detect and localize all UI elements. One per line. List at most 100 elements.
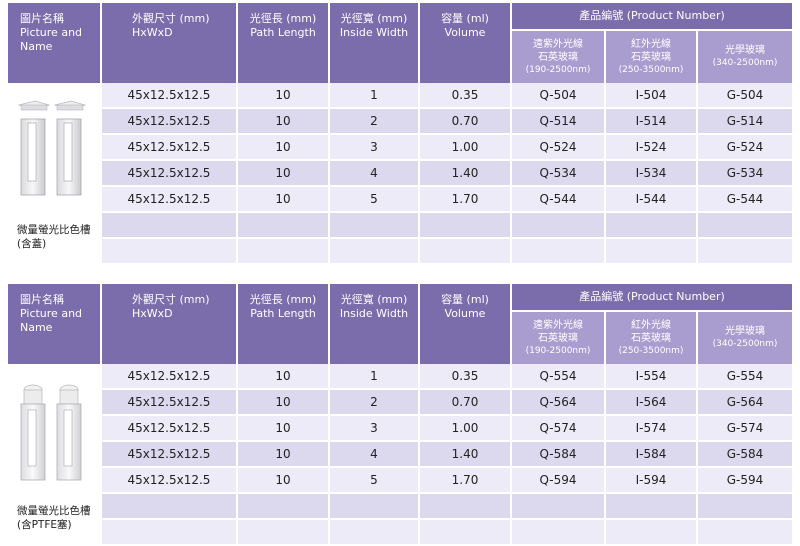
path-length-cell: 10 bbox=[236, 415, 330, 442]
product-picture-cell: 微量螢光比色槽 (含蓋) bbox=[7, 83, 102, 264]
header-i-range: (250-3500nm) bbox=[618, 345, 684, 356]
product-q-cell: Q-544 bbox=[510, 186, 606, 213]
cuvette-with-lid-image bbox=[17, 100, 87, 196]
volume-cell: 0.70 bbox=[418, 108, 512, 135]
header-volume: 容量 (ml) Volume bbox=[418, 3, 512, 83]
table-row: 微量螢光比色槽 (含蓋) 45x12.5x12.5 10 1 0.35 Q-50… bbox=[7, 83, 795, 264]
header-inside-zh: 光徑寬 (mm) bbox=[340, 12, 408, 25]
empty-cell bbox=[510, 519, 606, 546]
table-row: 微量螢光比色槽 (含PTFE塞) 45x12.5x12.5 10 1 0.35 … bbox=[7, 364, 795, 545]
empty-cell bbox=[695, 238, 795, 265]
table-row: 45x12.5x12.5 10 5 1.70 Q-544 I-544 G-544 bbox=[7, 186, 795, 213]
size-cell: 45x12.5x12.5 bbox=[100, 134, 238, 161]
path-length-cell: 10 bbox=[236, 467, 330, 494]
header-i-zh1: 紅外光線 bbox=[631, 319, 671, 331]
header-q-range: (190-2500nm) bbox=[525, 345, 591, 356]
header-size-en: HxWxD bbox=[132, 307, 173, 320]
table-row: 45x12.5x12.5 10 2 0.70 Q-514 I-514 G-514 bbox=[7, 108, 795, 135]
product-g-cell: G-504 bbox=[695, 83, 795, 109]
table-row-empty bbox=[7, 238, 795, 265]
empty-cell bbox=[604, 519, 698, 546]
header-path-en: Path Length bbox=[250, 307, 316, 320]
volume-cell: 0.35 bbox=[418, 364, 512, 390]
header-picture-en: Picture and bbox=[20, 307, 83, 320]
product-i-cell: I-574 bbox=[604, 415, 698, 442]
path-length-cell: 10 bbox=[236, 389, 330, 416]
header-inside-width: 光徑寬 (mm) Inside Width bbox=[328, 284, 420, 364]
volume-cell: 0.70 bbox=[418, 389, 512, 416]
product-i-cell: I-544 bbox=[604, 186, 698, 213]
header-size: 外觀尺寸 (mm) HxWxD bbox=[100, 284, 238, 364]
empty-cell bbox=[100, 493, 238, 520]
product-i-cell: I-584 bbox=[604, 441, 698, 468]
header-inside-en: Inside Width bbox=[339, 26, 409, 39]
product-q-cell: Q-524 bbox=[510, 134, 606, 161]
table-row-empty bbox=[7, 212, 795, 239]
table-row-empty bbox=[7, 519, 795, 546]
header-path-en: Path Length bbox=[250, 26, 316, 39]
size-cell: 45x12.5x12.5 bbox=[100, 364, 238, 390]
product-g-cell: G-584 bbox=[695, 441, 795, 468]
size-cell: 45x12.5x12.5 bbox=[100, 467, 238, 494]
empty-cell bbox=[695, 519, 795, 546]
product-g-cell: G-554 bbox=[695, 364, 795, 390]
header-path-zh: 光徑長 (mm) bbox=[249, 293, 317, 306]
empty-cell bbox=[328, 212, 420, 239]
header-volume: 容量 (ml) Volume bbox=[418, 284, 512, 364]
empty-cell bbox=[328, 493, 420, 520]
empty-cell bbox=[695, 212, 795, 239]
header-size-en: HxWxD bbox=[132, 26, 173, 39]
empty-cell bbox=[418, 493, 512, 520]
inside-width-cell: 3 bbox=[328, 415, 420, 442]
path-length-cell: 10 bbox=[236, 83, 330, 109]
header-optical-glass: 光學玻璃 (340-2500nm) bbox=[695, 311, 795, 364]
volume-cell: 1.00 bbox=[418, 134, 512, 161]
table-row: 45x12.5x12.5 10 5 1.70 Q-594 I-594 G-594 bbox=[7, 467, 795, 494]
header-q-zh1: 遠紫外光線 bbox=[533, 38, 583, 50]
empty-cell bbox=[418, 519, 512, 546]
product-g-cell: G-594 bbox=[695, 467, 795, 494]
path-length-cell: 10 bbox=[236, 186, 330, 213]
header-q-range: (190-2500nm) bbox=[525, 64, 591, 75]
table-row: 45x12.5x12.5 10 3 1.00 Q-574 I-574 G-574 bbox=[7, 415, 795, 442]
product-table-cuvette-with-ptfe-stopper: 圖片名稱 Picture and Name 外觀尺寸 (mm) HxWxD 光徑… bbox=[6, 284, 795, 546]
product-q-cell: Q-504 bbox=[510, 83, 606, 109]
header-optical-glass: 光學玻璃 (340-2500nm) bbox=[695, 30, 795, 83]
picture-caption-name: 微量螢光比色槽 bbox=[17, 224, 91, 236]
volume-cell: 0.35 bbox=[418, 83, 512, 109]
empty-cell bbox=[695, 493, 795, 520]
table-row-empty bbox=[7, 493, 795, 520]
header-volume-en: Volume bbox=[444, 307, 486, 320]
header-g-range: (340-2500nm) bbox=[712, 339, 778, 349]
path-length-cell: 10 bbox=[236, 108, 330, 135]
product-q-cell: Q-594 bbox=[510, 467, 606, 494]
inside-width-cell: 4 bbox=[328, 160, 420, 187]
header-inside-en: Inside Width bbox=[339, 307, 409, 320]
header-name-en: Name bbox=[20, 40, 53, 53]
path-length-cell: 10 bbox=[236, 134, 330, 161]
header-i-zh2: 石英玻璃 bbox=[631, 332, 671, 344]
header-picture-name: 圖片名稱 Picture and Name bbox=[6, 284, 102, 364]
header-ir-quartz: 紅外光線 石英玻璃 (250-3500nm) bbox=[604, 30, 698, 83]
size-cell: 45x12.5x12.5 bbox=[100, 186, 238, 213]
inside-width-cell: 5 bbox=[328, 467, 420, 494]
path-length-cell: 10 bbox=[236, 364, 330, 390]
header-path-length: 光徑長 (mm) Path Length bbox=[236, 284, 330, 364]
product-g-cell: G-574 bbox=[695, 415, 795, 442]
header-inside-width: 光徑寬 (mm) Inside Width bbox=[328, 3, 420, 83]
header-g-range: (340-2500nm) bbox=[712, 58, 778, 68]
header-path-zh: 光徑長 (mm) bbox=[249, 12, 317, 25]
empty-cell bbox=[236, 212, 330, 239]
picture-caption-note: (含PTFE塞) bbox=[17, 519, 72, 531]
product-i-cell: I-554 bbox=[604, 364, 698, 390]
product-i-cell: I-524 bbox=[604, 134, 698, 161]
header-far-uv-quartz: 遠紫外光線 石英玻璃 (190-2500nm) bbox=[510, 30, 606, 83]
product-picture-cell: 微量螢光比色槽 (含PTFE塞) bbox=[7, 364, 102, 545]
size-cell: 45x12.5x12.5 bbox=[100, 108, 238, 135]
header-path-length: 光徑長 (mm) Path Length bbox=[236, 3, 330, 83]
empty-cell bbox=[328, 238, 420, 265]
header-size-zh: 外觀尺寸 (mm) bbox=[132, 12, 210, 25]
empty-cell bbox=[418, 238, 512, 265]
header-volume-en: Volume bbox=[444, 26, 486, 39]
empty-cell bbox=[604, 493, 698, 520]
